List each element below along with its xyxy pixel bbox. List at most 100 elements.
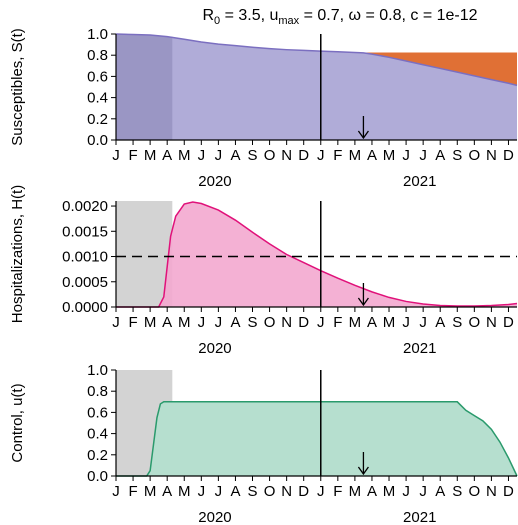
x-tick-label: M — [178, 483, 191, 500]
y-tick-label: 0.0 — [87, 468, 108, 485]
y-tick-label: 0.0015 — [62, 223, 108, 240]
year-label: 2021 — [403, 340, 436, 357]
series-line — [115, 33, 518, 87]
x-tick-label: F — [128, 147, 137, 164]
y-tick-label: 0.0 — [87, 132, 108, 149]
y-tick-label: 0.4 — [87, 426, 108, 443]
x-tick-label: A — [367, 314, 377, 331]
x-tick-label: A — [367, 147, 377, 164]
x-tick-label: M — [349, 314, 362, 331]
series-area — [116, 34, 517, 140]
x-tick-label: J — [402, 483, 410, 500]
x-tick-label: D — [503, 483, 514, 500]
lockdown-gray-region — [116, 201, 173, 307]
x-tick-label: F — [128, 483, 137, 500]
x-tick-label: N — [486, 147, 497, 164]
y-tick-label: 0.8 — [87, 47, 108, 64]
title-rest: = 0.7, ω = 0.8, c = 1e-12 — [299, 7, 477, 24]
x-tick-label: A — [230, 147, 240, 164]
y-axis-title: Susceptibles, S(t) — [9, 28, 26, 146]
x-tick-label: M — [383, 314, 396, 331]
y-tick-label: 0.2 — [87, 111, 108, 128]
x-tick-label: J — [112, 483, 120, 500]
x-tick-label: M — [383, 483, 396, 500]
series-line — [116, 201, 518, 308]
arrow-head — [357, 130, 369, 140]
y-tick-label: 0.4 — [87, 90, 108, 107]
x-tick-label: J — [419, 314, 427, 331]
x-tick-label: A — [162, 483, 172, 500]
y-tick-label: 1.0 — [87, 362, 108, 379]
x-tick-label: M — [144, 314, 157, 331]
x-tick-label: J — [402, 147, 410, 164]
x-tick-label: A — [435, 483, 445, 500]
title-r0: R — [202, 7, 214, 24]
x-tick-label: S — [248, 314, 258, 331]
series-line — [116, 401, 518, 477]
year-label: 2020 — [198, 340, 231, 357]
x-tick-label: J — [215, 483, 223, 500]
x-tick-label: D — [503, 314, 514, 331]
y-tick-label: 0.0020 — [62, 198, 108, 215]
x-tick-label: J — [215, 147, 223, 164]
x-tick-label: J — [198, 483, 206, 500]
y-tick-label: 0.0000 — [62, 299, 108, 316]
y-tick-label: 0.2 — [87, 447, 108, 464]
year-label: 2021 — [403, 173, 436, 190]
control-panel: 0.00.20.40.60.81.0J F M A M J J A S O N D J F M A M J J A S O… — [9, 362, 518, 525]
x-tick-label: J — [317, 147, 325, 164]
series-area — [116, 202, 517, 307]
x-tick-label: M — [349, 483, 362, 500]
title-r0-sub: 0 — [214, 15, 220, 27]
arrow-head — [357, 297, 369, 307]
x-tick-label: N — [281, 314, 292, 331]
y-tick-label: 0.6 — [87, 404, 108, 421]
x-tick-label: A — [162, 147, 172, 164]
x-tick-label: A — [435, 147, 445, 164]
x-tick-label: M — [178, 314, 191, 331]
x-tick-label: O — [469, 147, 481, 164]
early-shade-region — [116, 34, 173, 140]
x-tick-label: J — [419, 147, 427, 164]
x-tick-label: S — [248, 147, 258, 164]
x-tick-label: S — [452, 483, 462, 500]
x-tick-label: F — [333, 314, 342, 331]
x-tick-label: S — [452, 314, 462, 331]
title-r0-val: = 3.5, u — [220, 7, 278, 24]
x-tick-label: D — [298, 314, 309, 331]
x-tick-label: A — [230, 314, 240, 331]
figure-title: R0 = 3.5, umax = 0.7, ω = 0.8, c = 1e-12 — [202, 7, 477, 27]
x-tick-label: J — [419, 483, 427, 500]
x-tick-label: J — [402, 314, 410, 331]
x-tick-label: N — [281, 147, 292, 164]
year-label: 2020 — [198, 509, 231, 525]
x-tick-label: O — [264, 314, 276, 331]
year-label: 2021 — [403, 509, 436, 525]
year-label: 2020 — [198, 173, 231, 190]
x-tick-label: J — [317, 314, 325, 331]
y-tick-label: 0.0010 — [62, 249, 108, 266]
x-tick-label: A — [162, 314, 172, 331]
x-tick-label: J — [198, 314, 206, 331]
susceptibles-panel: 0.00.20.40.60.81.0J F M A M J J A S O N D J F M A M J J A S O… — [9, 26, 518, 190]
title-umax-sub: max — [278, 15, 299, 27]
x-tick-label: F — [333, 147, 342, 164]
x-tick-label: M — [349, 147, 362, 164]
x-tick-label: F — [333, 483, 342, 500]
y-tick-label: 0.6 — [87, 68, 108, 85]
x-tick-label: O — [469, 483, 481, 500]
x-tick-label: M — [383, 147, 396, 164]
y-tick-label: 1.0 — [87, 26, 108, 43]
x-tick-label: S — [248, 483, 258, 500]
x-tick-label: O — [264, 483, 276, 500]
x-tick-label: J — [112, 147, 120, 164]
x-tick-label: M — [178, 147, 191, 164]
x-tick-label: S — [452, 147, 462, 164]
orange-deficit-area — [363, 52, 517, 86]
x-tick-label: D — [503, 147, 514, 164]
x-tick-label: D — [298, 483, 309, 500]
y-axis-title: Control, u(t) — [9, 383, 26, 462]
x-tick-label: A — [230, 483, 240, 500]
